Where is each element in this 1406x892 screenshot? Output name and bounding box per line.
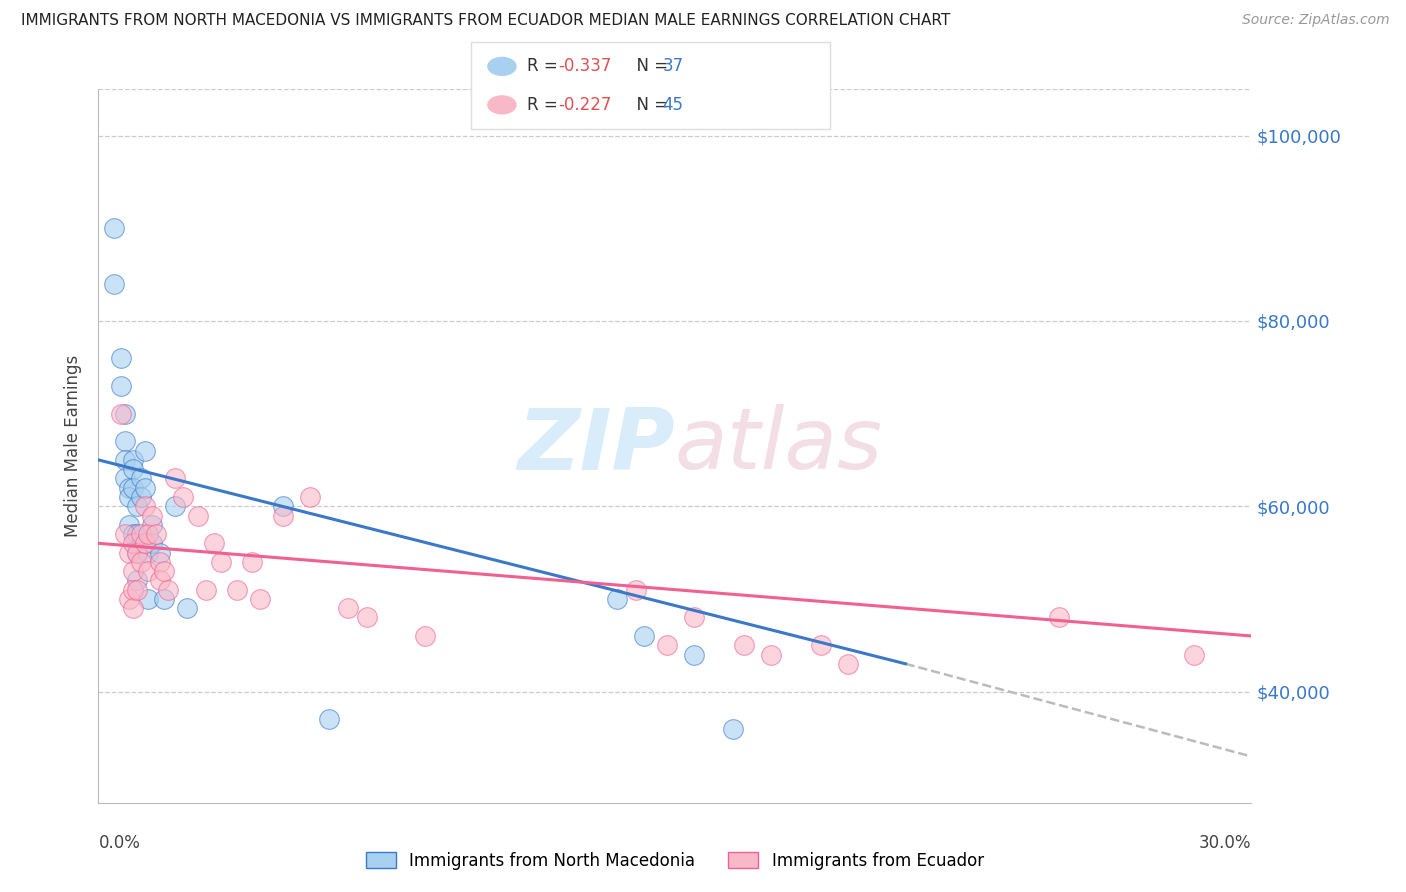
Point [138,591,160,606]
Point [165,471,187,485]
Point [318,712,340,726]
Point [125,545,148,559]
Point [337,601,360,615]
Text: R =: R = [527,57,564,76]
Point [225,582,247,597]
Point [103,221,125,235]
Point [733,638,755,652]
Text: Source: ZipAtlas.com: Source: ZipAtlas.com [1241,13,1389,28]
Point [122,601,145,615]
Text: ZIP: ZIP [517,404,675,488]
Point [240,555,263,569]
Point [810,638,832,652]
Text: 30.0%: 30.0% [1199,834,1251,852]
Point [837,657,859,671]
Point [125,582,148,597]
Y-axis label: Median Male Earnings: Median Male Earnings [65,355,83,537]
Point [122,582,145,597]
Point [413,629,436,643]
Point [138,545,160,559]
Point [134,443,156,458]
Point [176,601,198,615]
Text: atlas: atlas [675,404,883,488]
Point [122,453,145,467]
Point [118,481,141,495]
Point [271,508,294,523]
Point [103,277,125,291]
Point [138,527,160,541]
Point [134,500,156,514]
Point [118,517,141,532]
Point [114,527,136,541]
Point [152,591,174,606]
Point [298,490,321,504]
Point [134,481,156,495]
Point [110,351,132,365]
Point [187,508,209,523]
Point [114,471,136,485]
Point [134,536,156,550]
Point [122,536,145,550]
Point [1182,648,1205,662]
Point [141,536,163,550]
Point [633,629,655,643]
Point [129,490,152,504]
Point [122,481,145,495]
Text: IMMIGRANTS FROM NORTH MACEDONIA VS IMMIGRANTS FROM ECUADOR MEDIAN MALE EARNINGS : IMMIGRANTS FROM NORTH MACEDONIA VS IMMIG… [21,13,950,29]
Point [759,648,782,662]
Point [195,582,218,597]
Point [683,610,706,624]
Point [114,453,136,467]
Point [118,591,141,606]
Text: R =: R = [527,95,564,114]
Point [626,582,648,597]
Point [122,462,145,476]
Point [114,434,136,449]
Point [122,527,145,541]
Point [165,500,187,514]
Text: -0.337: -0.337 [558,57,612,76]
Point [657,638,679,652]
Point [683,648,706,662]
Legend: Immigrants from North Macedonia, Immigrants from Ecuador: Immigrants from North Macedonia, Immigra… [359,846,991,877]
Text: N =: N = [626,57,673,76]
Text: 0.0%: 0.0% [98,834,141,852]
Point [110,378,132,392]
Point [141,517,163,532]
Point [606,591,628,606]
Point [156,582,179,597]
Point [125,527,148,541]
Point [118,545,141,559]
Text: -0.227: -0.227 [558,95,612,114]
Point [149,545,172,559]
Point [172,490,194,504]
Point [125,500,148,514]
Point [129,555,152,569]
Point [249,591,271,606]
Text: 45: 45 [662,95,683,114]
Point [141,508,163,523]
Point [721,722,744,736]
Point [122,564,145,578]
Point [129,527,152,541]
Point [129,471,152,485]
Point [110,407,132,421]
Point [138,564,160,578]
Point [1047,610,1070,624]
Point [202,536,225,550]
Text: 37: 37 [662,57,683,76]
Point [114,407,136,421]
Point [125,545,148,559]
Point [271,500,294,514]
Text: N =: N = [626,95,673,114]
Point [149,555,172,569]
Point [209,555,232,569]
Point [125,574,148,588]
Point [145,527,167,541]
Point [152,564,174,578]
Point [149,574,172,588]
Point [356,610,378,624]
Point [118,490,141,504]
